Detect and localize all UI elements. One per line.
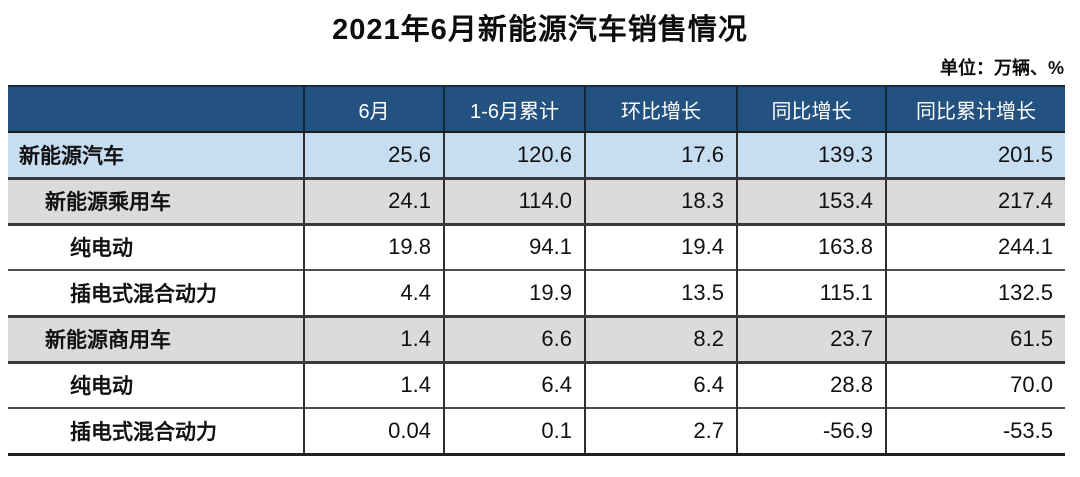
value-cell: 25.6	[303, 131, 444, 178]
row-label-cell: 新能源商用车	[8, 314, 304, 364]
table-row: 插电式混合动力 4.4 19.9 13.5 115.1 132.5	[8, 269, 1065, 316]
value-cell: 201.5	[885, 131, 1065, 178]
header-cell-yoy-growth: 同比增长	[736, 86, 886, 133]
value-cell: 24.1	[303, 176, 444, 226]
value-cell: 28.8	[736, 361, 886, 408]
value-cell: 1.4	[303, 361, 444, 408]
value-cell: 0.04	[303, 407, 444, 454]
sales-table: 6月 1-6月累计 环比增长 同比增长 同比累计增长 新能源汽车 25.6 120.…	[8, 85, 1065, 456]
header-cell-june: 6月	[303, 86, 444, 133]
row-label-cell: 插电式混合动力	[8, 269, 304, 316]
value-cell: 244.1	[885, 223, 1065, 270]
table-row: 新能源乘用车 24.1 114.0 18.3 153.4 217.4	[8, 176, 1065, 226]
header-cell-mom-growth: 环比增长	[584, 86, 737, 133]
value-cell: 6.6	[443, 314, 585, 364]
header-row: 6月 1-6月累计 环比增长 同比增长 同比累计增长	[8, 86, 1065, 133]
value-cell: 217.4	[885, 176, 1065, 226]
value-cell: 13.5	[584, 269, 737, 316]
value-cell: -53.5	[885, 407, 1065, 454]
row-label-cell: 插电式混合动力	[8, 407, 304, 454]
value-cell: 19.8	[303, 223, 444, 270]
value-cell: 163.8	[736, 223, 886, 270]
value-cell: 120.6	[443, 131, 585, 178]
value-cell: 139.3	[736, 131, 886, 178]
value-cell: 0.1	[443, 407, 585, 454]
value-cell: 153.4	[736, 176, 886, 226]
value-cell: 115.1	[736, 269, 886, 316]
header-cell-jan-jun-total: 1-6月累计	[443, 86, 585, 133]
row-label-cell: 纯电动	[8, 223, 304, 270]
value-cell: 1.4	[303, 314, 444, 364]
unit-note: 单位：万辆、%	[939, 58, 1064, 78]
value-cell: 132.5	[885, 269, 1065, 316]
value-cell: 4.4	[303, 269, 444, 316]
header-cell-category	[8, 86, 304, 133]
table-row: 纯电动 19.8 94.1 19.4 163.8 244.1	[8, 223, 1065, 270]
table-row: 插电式混合动力 0.04 0.1 2.7 -56.9 -53.5	[8, 407, 1065, 454]
table-row: 新能源汽车 25.6 120.6 17.6 139.3 201.5	[8, 131, 1065, 178]
value-cell: -56.9	[736, 407, 886, 454]
header-cell-yoy-cumulative-growth: 同比累计增长	[885, 86, 1065, 133]
value-cell: 61.5	[885, 314, 1065, 364]
value-cell: 94.1	[443, 223, 585, 270]
value-cell: 19.9	[443, 269, 585, 316]
value-cell: 2.7	[584, 407, 737, 454]
value-cell: 6.4	[443, 361, 585, 408]
value-cell: 8.2	[584, 314, 737, 364]
value-cell: 114.0	[443, 176, 585, 226]
row-label-cell: 纯电动	[8, 361, 304, 408]
row-label-cell: 新能源乘用车	[8, 176, 304, 226]
value-cell: 17.6	[584, 131, 737, 178]
page-title: 2021年6月新能源汽车销售情况	[332, 14, 748, 46]
value-cell: 18.3	[584, 176, 737, 226]
value-cell: 70.0	[885, 361, 1065, 408]
value-cell: 6.4	[584, 361, 737, 408]
value-cell: 19.4	[584, 223, 737, 270]
table-body: 新能源汽车 25.6 120.6 17.6 139.3 201.5 新能源乘用车 24.1 11…	[8, 131, 1065, 454]
table-row: 纯电动 1.4 6.4 6.4 28.8 70.0	[8, 361, 1065, 408]
row-label-cell: 新能源汽车	[8, 131, 304, 178]
value-cell: 23.7	[736, 314, 886, 364]
table-row: 新能源商用车 1.4 6.6 8.2 23.7 61.5	[8, 314, 1065, 364]
